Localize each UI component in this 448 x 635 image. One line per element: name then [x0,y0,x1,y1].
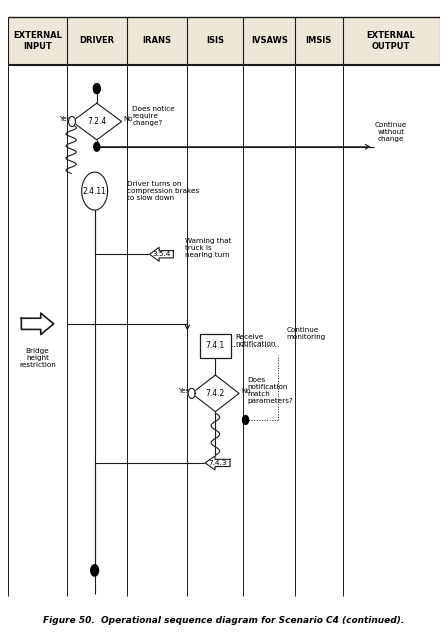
Polygon shape [69,116,75,126]
Text: IRANS: IRANS [142,36,172,46]
Bar [9,65,439,599]
Text: EXTERNAL
OUTPUT: EXTERNAL OUTPUT [366,31,415,51]
Text: Warning that
truck is
nearing turn: Warning that truck is nearing turn [185,238,232,258]
Polygon shape [72,103,121,140]
Polygon shape [91,565,99,576]
Text: Receive
notification: Receive notification [235,335,276,347]
Text: DRIVER: DRIVER [79,36,114,46]
Text: 2.4.11: 2.4.11 [83,187,107,196]
Text: 3.5.4: 3.5.4 [152,251,171,257]
Text: IVSAWS: IVSAWS [251,36,288,46]
Text: No: No [124,116,133,122]
Text: Yes: Yes [59,116,70,122]
Text: Does notice
require
change?: Does notice require change? [132,107,175,126]
Text: Continue
monitoring: Continue monitoring [287,327,326,340]
Polygon shape [205,456,230,470]
Text: Continue
without
change: Continue without change [375,122,407,142]
Text: Figure 50.  Operational sequence diagram for Scenario C4 (continued).: Figure 50. Operational sequence diagram … [43,617,405,625]
Text: IMSIS: IMSIS [306,36,332,46]
Text: 7.2.4: 7.2.4 [87,117,107,126]
Text: 7.4.1: 7.4.1 [206,342,225,351]
Polygon shape [93,84,100,94]
Polygon shape [150,247,173,261]
Text: Does
notification
match
parameters?: Does notification match parameters? [248,377,293,404]
Polygon shape [82,172,108,210]
Text: 7.4.2: 7.4.2 [206,389,225,398]
Text: 7.4.3: 7.4.3 [208,460,227,466]
Polygon shape [94,142,100,151]
Text: EXTERNAL
INPUT: EXTERNAL INPUT [13,31,62,51]
Text: Yes: Yes [178,388,190,394]
Text: Driver turns on
compression brakes
to slow down: Driver turns on compression brakes to sl… [127,181,199,201]
Polygon shape [192,375,239,411]
Polygon shape [188,389,195,398]
Bar [9,17,439,65]
Text: Bridge
height
restriction: Bridge height restriction [19,348,56,368]
Bar [200,334,231,358]
Text: ISIS: ISIS [207,36,224,46]
Polygon shape [242,415,249,424]
Polygon shape [22,313,54,335]
Text: No: No [241,388,251,394]
